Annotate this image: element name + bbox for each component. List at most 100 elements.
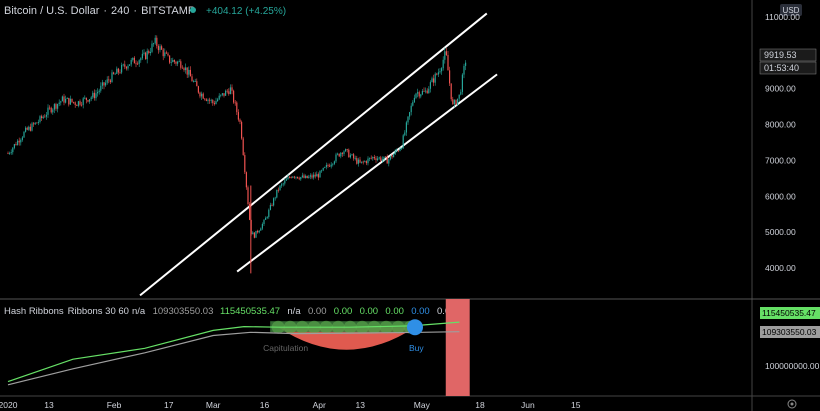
time-axis[interactable]: 2020 13 Feb 17 Mar 16 Apr 13 May 18 Jun 15 bbox=[0, 400, 581, 410]
countdown-tag-bg bbox=[759, 61, 817, 75]
candle-body bbox=[439, 71, 441, 73]
time-tick-label: 2020 bbox=[0, 400, 18, 410]
indicator-axis-tick: 100000000.00 bbox=[765, 361, 820, 371]
candle-body bbox=[87, 100, 89, 102]
candle-body bbox=[420, 94, 422, 97]
time-tick-label: 17 bbox=[164, 400, 174, 410]
candle-body bbox=[218, 95, 220, 100]
candle-body bbox=[114, 73, 116, 75]
candle-body bbox=[183, 68, 185, 71]
candle-body bbox=[220, 94, 222, 96]
candle-body bbox=[325, 165, 327, 168]
slow-ribbon-line[interactable] bbox=[7, 331, 460, 386]
candle-body bbox=[23, 131, 25, 138]
candle-body bbox=[180, 61, 182, 68]
candle-body bbox=[103, 82, 105, 86]
candle-body bbox=[460, 91, 462, 95]
candle-body bbox=[101, 82, 103, 86]
candle-body bbox=[277, 189, 279, 191]
candle-body bbox=[428, 88, 430, 94]
candle-body bbox=[181, 67, 183, 69]
candle-body bbox=[55, 104, 57, 109]
candle-body bbox=[9, 153, 11, 154]
candle-body bbox=[332, 163, 334, 165]
candle-body bbox=[373, 156, 375, 159]
channel-lower-line[interactable] bbox=[236, 73, 498, 273]
currency-badge[interactable]: USD bbox=[783, 6, 800, 15]
candle-body bbox=[50, 107, 52, 113]
candle-body bbox=[41, 116, 43, 119]
indicator-value: n/a bbox=[132, 306, 146, 317]
candle-body bbox=[407, 116, 409, 123]
candle-body bbox=[271, 204, 273, 206]
candle-body bbox=[434, 73, 436, 83]
candle-body bbox=[167, 53, 169, 56]
candle-body bbox=[116, 68, 118, 74]
candle-body bbox=[157, 45, 159, 51]
candle-body bbox=[165, 52, 167, 54]
buy-signal-marker[interactable] bbox=[406, 319, 423, 336]
candle-body bbox=[252, 232, 254, 235]
candle-body bbox=[348, 149, 350, 158]
candle-body bbox=[447, 55, 449, 71]
candle-body bbox=[429, 82, 431, 89]
candle-body bbox=[221, 93, 223, 95]
candle-body bbox=[324, 167, 326, 168]
channel-upper-line[interactable] bbox=[139, 12, 488, 297]
candle-body bbox=[178, 61, 180, 63]
candle-body bbox=[313, 174, 315, 178]
candle-body bbox=[202, 93, 204, 99]
candle-body bbox=[10, 152, 12, 154]
candle-body bbox=[105, 82, 107, 86]
slow-ribbon-tag: 109303550.03 bbox=[762, 327, 817, 337]
candle-body bbox=[303, 175, 305, 178]
candle-body bbox=[191, 76, 193, 82]
candle-body bbox=[173, 60, 175, 62]
indicator-title[interactable]: Hash Ribbons Ribbons 30 60 bbox=[4, 306, 129, 317]
candle-body bbox=[161, 46, 163, 50]
candle-body bbox=[194, 81, 196, 82]
candle-body bbox=[156, 37, 158, 46]
indicator-value: 115450535.47 bbox=[220, 306, 280, 317]
price-tick-label: 5000.00 bbox=[765, 227, 796, 237]
candle-body bbox=[423, 90, 425, 92]
candle-body bbox=[401, 148, 403, 150]
time-tick-label: Mar bbox=[206, 400, 221, 410]
candle-body bbox=[28, 126, 30, 130]
candle-body bbox=[381, 159, 383, 161]
candle-body bbox=[44, 116, 46, 118]
candle-body bbox=[133, 57, 135, 64]
candle-body bbox=[108, 79, 110, 81]
indicator-value: 0.00 bbox=[385, 306, 404, 317]
candle-body bbox=[33, 123, 35, 125]
candle-body bbox=[396, 150, 398, 152]
candle-body bbox=[402, 135, 404, 149]
candle-body bbox=[375, 158, 377, 161]
candle-body bbox=[369, 157, 371, 159]
candle-body bbox=[7, 153, 9, 155]
candle-body bbox=[25, 127, 27, 132]
candle-body bbox=[404, 132, 406, 136]
candle-body bbox=[431, 78, 433, 83]
candle-body bbox=[309, 175, 311, 177]
candle-body bbox=[95, 93, 97, 99]
candle-body bbox=[138, 60, 140, 64]
candle-body bbox=[209, 99, 211, 101]
candle-body bbox=[345, 149, 347, 152]
candle-body bbox=[465, 62, 467, 66]
candle-body bbox=[405, 122, 407, 133]
capitulation-dot bbox=[391, 320, 405, 334]
indicator-value: 0.00 bbox=[360, 306, 379, 317]
candle-body bbox=[367, 158, 369, 164]
candle-body bbox=[189, 69, 191, 77]
fast-ribbon-line[interactable] bbox=[7, 321, 460, 383]
candle-body bbox=[364, 161, 366, 162]
candle-body bbox=[393, 154, 395, 158]
candle-body bbox=[458, 94, 460, 99]
candle-body bbox=[333, 161, 335, 164]
settings-gear-icon[interactable] bbox=[787, 399, 797, 409]
candle-body bbox=[205, 99, 207, 101]
candle-body bbox=[461, 74, 463, 92]
candlestick-series[interactable] bbox=[7, 35, 467, 274]
